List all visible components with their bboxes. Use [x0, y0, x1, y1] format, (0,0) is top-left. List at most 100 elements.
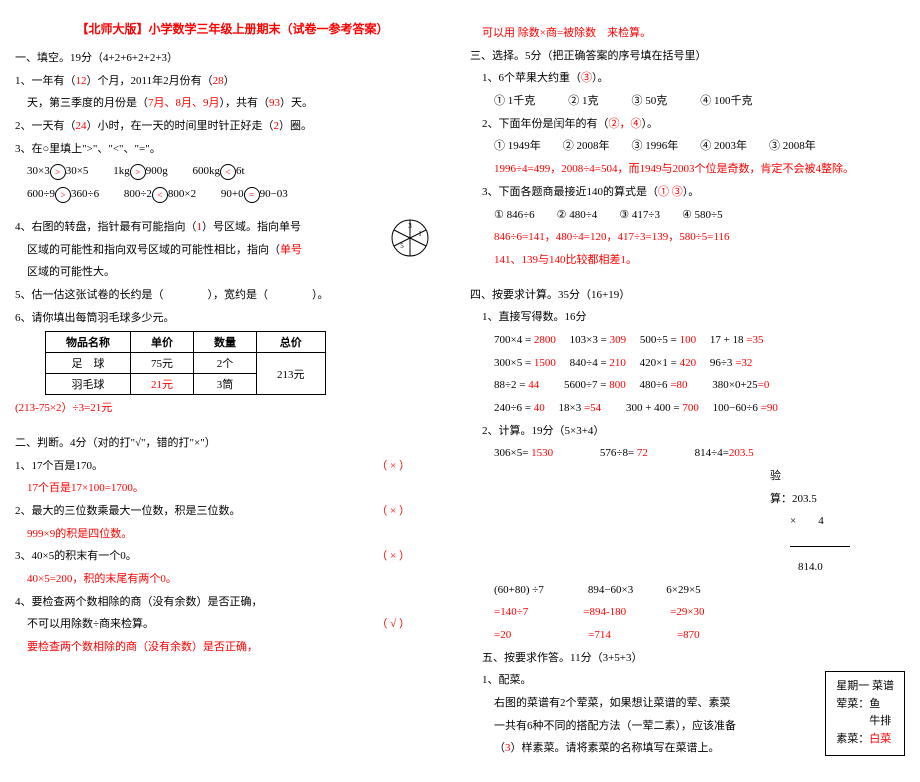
q4: 4、右图的转盘，指针最有可能指向（1）号区域。指向单号 3 1 5	[15, 218, 450, 237]
q3-2d: 800×2	[168, 188, 196, 200]
v1: 203.5	[792, 493, 817, 505]
p1-title: 1、直接写得数。16分	[482, 308, 905, 327]
c2a: ②，④	[609, 118, 642, 130]
svg-text:5: 5	[400, 242, 404, 250]
r1c3: 2个	[194, 353, 257, 374]
p1-row3: 88÷2 = 44 5600÷7 = 800 480÷6 =80 380×0+2…	[494, 376, 905, 395]
p1ev: 1500	[534, 357, 556, 369]
goods-table: 物品名称单价数量总价 足 球75元2个213元 羽毛球21元3筒	[45, 331, 326, 395]
j2-mark: （ × ）	[376, 502, 410, 521]
c3-e2: 141、139与140比较都相差1。	[494, 251, 905, 270]
menu-hun2: 牛排	[836, 713, 894, 731]
paper-title: 【北师大版】小学数学三年级上册期末（试卷一参考答案）	[15, 20, 450, 37]
p3b: 894−60×3	[588, 584, 633, 596]
c2: 2、下面年份是闰年的有（②，④）。	[482, 115, 905, 134]
q2-end: ）圈。	[279, 120, 312, 132]
p1ov: 700	[682, 402, 699, 414]
p3-row1: (60+80) ÷7 894−60×3 6×29×5	[494, 581, 905, 600]
q3-2a: 600÷9	[27, 188, 55, 200]
j3t: 3、40×5的积末有一个0。	[15, 550, 137, 562]
j1: 1、17个百是170。（ × ）	[15, 457, 450, 476]
p1-row1: 700×4 = 2800 103×3 = 309 500÷5 = 100 17 …	[494, 331, 905, 350]
p1mv: 40	[534, 402, 545, 414]
j3-mark: （ × ）	[376, 547, 410, 566]
p3c1: =29×30	[670, 606, 704, 618]
q4-l2a: 区域的可能性和指向双号区域的可能性相比，指向（	[27, 244, 280, 256]
menu-title: 星期一 菜谱	[836, 678, 894, 696]
q5: 5、估一估这张试卷的长约是（ ），宽约是（ ）。	[15, 286, 450, 305]
svg-text:3: 3	[408, 222, 412, 230]
p2av: 1530	[531, 447, 553, 459]
q2: 2、一天有（24）小时，在一天的时间里时针正好走（2）圈。	[15, 117, 450, 136]
r2c1: 羽毛球	[46, 374, 131, 395]
p2a: 306×5=	[494, 447, 528, 459]
q1-ans1: 12	[76, 75, 87, 87]
p1pv: =90	[761, 402, 778, 414]
p2cv: 203.5	[729, 447, 754, 459]
spinner-icon: 3 1 5	[390, 218, 430, 258]
p1hv: =32	[735, 357, 752, 369]
j4b: 不可以用除数÷商来检算。（ √ ）	[27, 615, 450, 634]
c3: 3、下面各题商最接近140的算式是（① ③）。	[482, 183, 905, 202]
c1-opts: ① 1千克 ② 1克 ③ 50克 ④ 100千克	[494, 92, 905, 111]
q3-2c: 800÷2	[124, 188, 152, 200]
q1-ans2: 28	[213, 75, 224, 87]
j4: 4、要检查两个数相除的商（没有余数）是否正确，	[15, 593, 450, 612]
j1t: 1、17个百是170。	[15, 460, 103, 472]
p1av: 2800	[534, 334, 556, 346]
p2-title: 2、计算。19分（5×3+4）	[482, 422, 905, 441]
p1d: 17 + 18	[710, 334, 744, 346]
q1-mid3: ），共有（	[220, 97, 270, 109]
p1o: 300 + 400 =	[626, 402, 680, 414]
menu-s-val: 白菜	[869, 733, 891, 745]
q1-ans3: 7月、8月、9月	[148, 97, 220, 109]
p1kv: =80	[670, 379, 687, 391]
p1-row2: 300×5 = 1500 840÷4 = 210 420×1 = 420 96÷…	[494, 354, 905, 373]
j4-mark: （ √ ）	[376, 615, 410, 634]
q3-1e: 600kg	[192, 165, 220, 177]
q1-mid1: ）个月，2011年2月份有（	[87, 75, 213, 87]
menu-su: 素菜：白菜	[836, 731, 894, 749]
p1-row4: 240÷6 = 40 18×3 =54 300 + 400 = 700 100−…	[494, 399, 905, 418]
th4: 总价	[257, 332, 326, 353]
p1gv: 420	[680, 357, 697, 369]
q3: 3、在○里填上">"、"<"、"="。	[15, 140, 450, 159]
c1: 1、6个苹果大约重（③）。	[482, 69, 905, 88]
p2bv: 72	[637, 447, 648, 459]
q3-1a: 30×3	[27, 165, 50, 177]
p1m: 240÷6 =	[494, 402, 531, 414]
q1-mid2: ）	[224, 75, 235, 87]
q3-1b: 30×5	[66, 165, 89, 177]
r1c4: 213元	[257, 353, 326, 395]
menu-hun: 荤菜：鱼	[836, 696, 894, 714]
q3-s2: >	[130, 164, 146, 180]
menu-s-label: 素菜：	[836, 733, 869, 745]
r1c1: 足 球	[46, 353, 131, 374]
j2t: 2、最大的三位数乘最大一位数，积是三位数。	[15, 505, 241, 517]
q2-pre: 2、一天有（	[15, 120, 76, 132]
q3-s3: <	[220, 164, 236, 180]
c3e: ）。	[683, 186, 700, 198]
p3b1: =894-180	[583, 606, 626, 618]
p3a: (60+80) ÷7	[494, 584, 544, 596]
p3a2: =20	[494, 629, 511, 641]
q3-2b: 360÷6	[71, 188, 99, 200]
p1jv: 800	[609, 379, 626, 391]
j3e: 40×5=200，积的末尾有两个0。	[27, 570, 450, 589]
q3-row2: 600÷9>360÷6 800÷2<800×2 90+0=90−03	[27, 185, 450, 204]
p1fv: 210	[609, 357, 626, 369]
menu-box: 星期一 菜谱 荤菜：鱼 牛排 素菜：白菜	[825, 671, 905, 755]
q3-2e: 90+0	[221, 188, 244, 200]
p1i: 88÷2 =	[494, 379, 526, 391]
p1n: 18×3	[559, 402, 582, 414]
q1-end: ）天。	[280, 97, 313, 109]
c3t: 3、下面各题商最接近140的算式是（	[482, 186, 658, 198]
p3-row3: =20 =714 =870	[494, 626, 905, 645]
j3: 3、40×5的积末有一个0。 （ × ）	[15, 547, 450, 566]
c1e: ）。	[592, 72, 609, 84]
th1: 物品名称	[46, 332, 131, 353]
section-5-title: 五、按要求作答。11分（3+5+3）	[482, 649, 905, 668]
section-3-title: 三、选择。5分（把正确答案的序号填在括号里）	[470, 47, 905, 66]
c1a: ③	[581, 72, 592, 84]
p1e: 300×5 =	[494, 357, 531, 369]
